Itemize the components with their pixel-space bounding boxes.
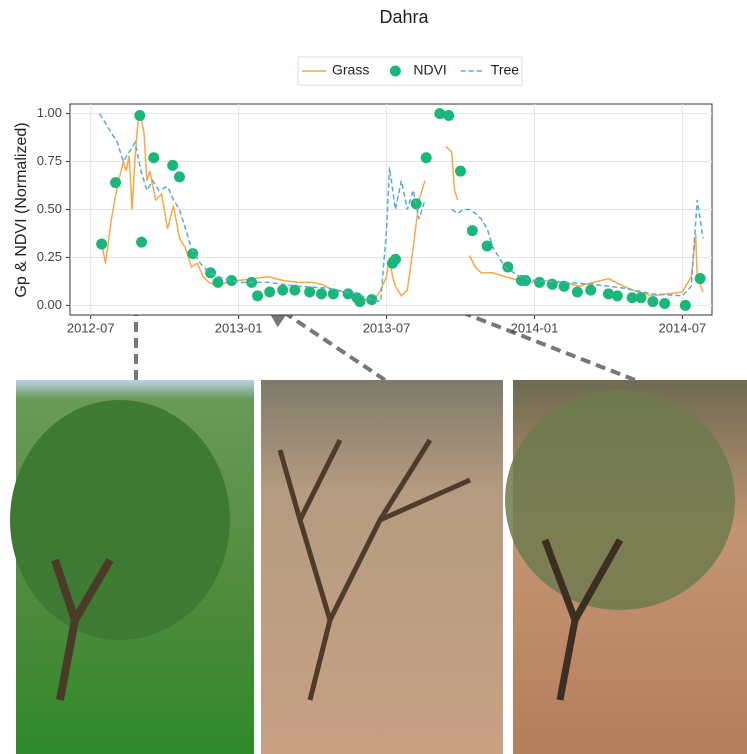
- x-tick-label: 2013-01: [215, 320, 263, 335]
- ndvi-point: [148, 152, 159, 163]
- y-tick-label: 0.00: [37, 297, 62, 312]
- ndvi-point: [547, 279, 558, 290]
- ndvi-point: [421, 152, 432, 163]
- ndvi-point: [226, 275, 237, 286]
- ndvi-point: [695, 273, 706, 284]
- tree-canopy: [10, 400, 230, 640]
- legend-symbol: [390, 66, 401, 77]
- photo-dry-season: [261, 380, 503, 754]
- ndvi-point: [455, 166, 466, 177]
- ndvi-point: [110, 177, 121, 188]
- ndvi-point: [612, 290, 623, 301]
- ndvi-point: [96, 239, 107, 250]
- y-tick-label: 0.75: [37, 153, 62, 168]
- ndvi-point: [680, 300, 691, 311]
- ndvi-point: [264, 286, 275, 297]
- ndvi-point: [252, 290, 263, 301]
- ndvi-point: [354, 296, 365, 307]
- ndvi-point: [443, 110, 454, 121]
- ndvi-point: [304, 286, 315, 297]
- ndvi-point: [316, 288, 327, 299]
- ndvi-point: [277, 285, 288, 296]
- ndvi-point: [174, 171, 185, 182]
- ndvi-point: [136, 237, 147, 248]
- legend-label: NDVI: [413, 62, 446, 78]
- ndvi-point: [572, 286, 583, 297]
- legend-label: Grass: [332, 62, 369, 78]
- x-tick-label: 2012-07: [67, 320, 115, 335]
- ndvi-point: [635, 292, 646, 303]
- ndvi-point: [534, 277, 545, 288]
- ndvi-point: [659, 298, 670, 309]
- y-axis-label: Gp & NDVI (Normalized): [13, 122, 30, 297]
- y-tick-label: 0.50: [37, 201, 62, 216]
- ndvi-point: [585, 285, 596, 296]
- ndvi-point: [167, 160, 178, 171]
- x-tick-label: 2013-07: [363, 320, 411, 335]
- y-tick-label: 0.25: [37, 249, 62, 264]
- figure: Dahra Gp & NDVI (Normalized) 0.00 0.25 0.5…: [0, 0, 747, 754]
- ndvi-point: [134, 110, 145, 121]
- ndvi-point: [390, 254, 401, 265]
- tree-canopy: [505, 390, 735, 610]
- ndvi-point: [647, 296, 658, 307]
- chart-title: Dahra: [379, 7, 429, 27]
- x-tick-label: 2014-01: [511, 320, 559, 335]
- y-tick-label: 1.00: [37, 105, 62, 120]
- legend-label: Tree: [491, 62, 519, 78]
- photos: [10, 380, 747, 754]
- ndvi-point: [467, 225, 478, 236]
- x-tick-label: 2014-07: [659, 320, 707, 335]
